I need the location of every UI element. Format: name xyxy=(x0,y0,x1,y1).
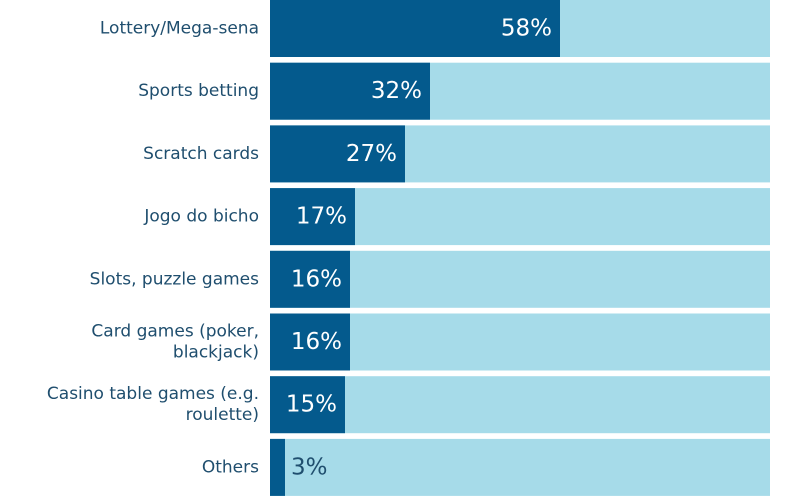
category-label: Casino table games (e.g. roulette) xyxy=(47,384,259,425)
value-label: 17% xyxy=(296,204,347,230)
category-label: Lottery/Mega-sena xyxy=(100,19,259,39)
category-label: Sports betting xyxy=(138,81,259,101)
value-label: 3% xyxy=(291,454,328,480)
bar xyxy=(270,438,285,496)
category-label: Jogo do bicho xyxy=(143,207,259,227)
bar xyxy=(270,250,350,308)
category-label: Others xyxy=(202,457,259,477)
value-label: 16% xyxy=(291,329,342,355)
value-label: 27% xyxy=(346,141,397,167)
category-label: Slots, puzzle games xyxy=(90,269,259,289)
category-label: Card games (poker, blackjack) xyxy=(91,322,259,363)
bar xyxy=(270,125,405,183)
bar xyxy=(270,376,345,434)
bar xyxy=(270,0,560,57)
bar-track xyxy=(270,313,770,371)
value-label: 15% xyxy=(286,392,337,418)
bar-track xyxy=(270,376,770,434)
bar xyxy=(270,313,350,371)
category-label: Scratch cards xyxy=(143,144,259,164)
bar-track xyxy=(270,438,770,496)
value-label: 16% xyxy=(291,266,342,292)
value-label: 58% xyxy=(501,16,552,42)
value-label: 32% xyxy=(371,78,422,104)
bar xyxy=(270,188,355,246)
bar-track xyxy=(270,250,770,308)
bar xyxy=(270,62,430,120)
